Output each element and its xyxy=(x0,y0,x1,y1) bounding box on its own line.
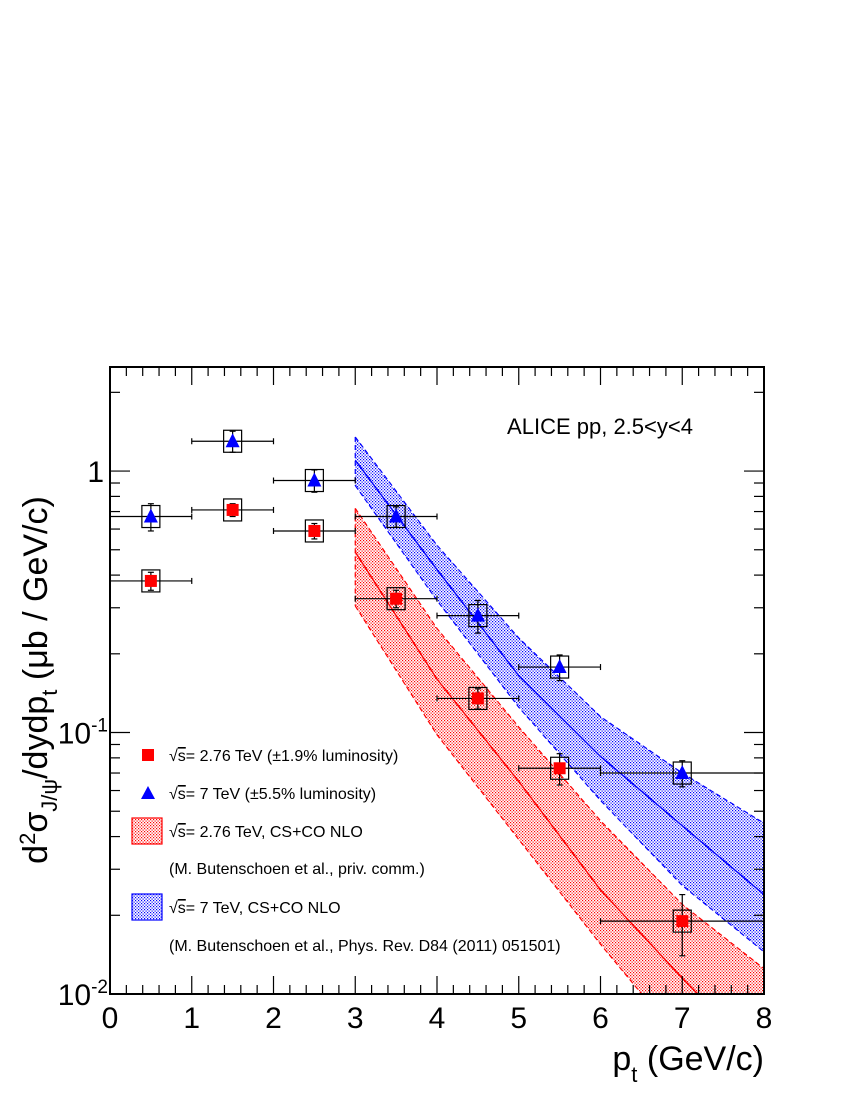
x-tick-label: 4 xyxy=(429,1002,446,1035)
systematic-box xyxy=(141,504,161,529)
x-tick-label: 3 xyxy=(347,1002,364,1035)
systematic-box xyxy=(386,504,406,529)
legend-sqrt: √ xyxy=(169,900,178,917)
y-tick-exponent: -1 xyxy=(91,716,108,737)
legend-blue-band xyxy=(131,893,163,921)
x-tick-label: 0 xyxy=(102,1002,119,1035)
legend-text: = 7 TeV (±5.5% luminosity) xyxy=(186,786,376,803)
systematic-box xyxy=(550,756,570,780)
y-label-sub2: t xyxy=(37,690,62,696)
legend-text: (M. Butenschoen et al., Phys. Rev. D84 (… xyxy=(169,938,561,955)
systematic-box xyxy=(223,429,243,453)
legend-text: (M. Butenschoen et al., priv. comm.) xyxy=(169,861,425,878)
legend: √s= 2.76 TeV (±1.9% luminosity)√s= 7 TeV… xyxy=(131,748,561,955)
legend-s: s xyxy=(178,748,186,765)
band-red-central xyxy=(354,551,699,994)
legend-entry: √s= 7 TeV, CS+CO NLO xyxy=(131,893,341,921)
x-tick-label: 7 xyxy=(674,1002,691,1035)
x-tick-label: 2 xyxy=(265,1002,282,1035)
legend-red-band xyxy=(131,817,163,845)
y-tick-label: 1 xyxy=(87,456,104,489)
data-point-square xyxy=(308,524,321,537)
band-blue xyxy=(355,436,764,952)
legend-text: = 2.76 TeV, CS+CO NLO xyxy=(186,824,363,841)
y-tick-label: 10-2 xyxy=(58,977,108,1012)
legend-s: s xyxy=(178,786,186,803)
y-tick-base: 10 xyxy=(58,718,91,751)
data-point-square xyxy=(553,762,566,775)
legend-label: √s= 2.76 TeV, CS+CO NLO xyxy=(169,824,363,841)
x-tick-label: 5 xyxy=(510,1002,527,1035)
systematic-box xyxy=(468,604,488,628)
x-label-main: p xyxy=(612,1040,631,1078)
systematic-box xyxy=(386,587,406,611)
legend-label: √s= 2.76 TeV (±1.9% luminosity) xyxy=(169,748,398,765)
data-point-square xyxy=(471,692,484,705)
x-tick-label: 8 xyxy=(756,1002,773,1035)
systematic-box xyxy=(672,909,692,933)
data-point-square xyxy=(144,574,157,587)
data-point-square xyxy=(676,915,689,928)
chart-title: ALICE pp, 2.5<y<4 xyxy=(507,414,693,439)
systematic-box xyxy=(223,498,243,522)
data-point-square xyxy=(226,503,239,516)
y-label-sup: 2 xyxy=(15,833,40,845)
systematic-box xyxy=(141,569,161,593)
data-point-triangle xyxy=(552,659,567,674)
x-label-units: (GeV/c) xyxy=(637,1040,764,1078)
legend-entry: (M. Butenschoen et al., Phys. Rev. D84 (… xyxy=(169,938,561,955)
band-red xyxy=(355,508,764,994)
systematic-box xyxy=(304,519,324,543)
legend-triangle-marker xyxy=(141,786,155,799)
legend-sqrt: √ xyxy=(169,824,178,841)
legend-s: s xyxy=(178,824,186,841)
systematic-box xyxy=(550,655,570,679)
legend-sqrt: √ xyxy=(169,786,178,803)
series-square xyxy=(109,498,765,957)
legend-label: √s= 7 TeV, CS+CO NLO xyxy=(169,900,341,917)
systematic-box xyxy=(304,468,324,493)
legend-text: = 2.76 TeV (±1.9% luminosity) xyxy=(186,748,399,765)
x-axis-label: pt (GeV/c) xyxy=(612,1040,764,1087)
legend-entry: √s= 2.76 TeV (±1.9% luminosity) xyxy=(142,748,398,765)
y-axis-label: d2σJ/ψ/dydpt (μb / GeV/c) xyxy=(15,496,62,864)
x-tick-label: 1 xyxy=(183,1002,200,1035)
data-point-square xyxy=(390,592,403,605)
legend-entry: √s= 2.76 TeV, CS+CO NLO xyxy=(131,817,363,845)
y-label-sigma: σ xyxy=(17,812,55,833)
legend-entry: √s= 7 TeV (±5.5% luminosity) xyxy=(141,786,376,803)
data-point-triangle xyxy=(143,508,158,523)
systematic-box xyxy=(468,686,488,711)
legend-square-marker xyxy=(142,749,154,761)
legend-label: √s= 7 TeV (±5.5% luminosity) xyxy=(169,786,376,803)
data-point-triangle xyxy=(389,508,404,523)
y-label-units: (μb / GeV/c) xyxy=(17,496,55,689)
data-point-triangle xyxy=(225,433,240,448)
legend-label: (M. Butenschoen et al., priv. comm.) xyxy=(169,861,425,878)
y-tick-label: 10-1 xyxy=(58,716,108,751)
data-point-triangle xyxy=(675,765,690,780)
systematic-box xyxy=(672,761,692,785)
legend-s: s xyxy=(178,900,186,917)
band-red-upper xyxy=(354,508,764,970)
y-tick-base: 1 xyxy=(87,456,104,489)
band-blue-central xyxy=(354,459,764,896)
x-label-sub: t xyxy=(631,1062,637,1087)
legend-sqrt: √ xyxy=(169,748,178,765)
legend-entry: (M. Butenschoen et al., priv. comm.) xyxy=(169,861,425,878)
x-tick-label: 6 xyxy=(592,1002,609,1035)
data-point-triangle xyxy=(307,472,322,487)
y-label-mid: /dydp xyxy=(17,696,55,779)
y-tick-base: 10 xyxy=(58,979,91,1012)
y-tick-exponent: -2 xyxy=(91,977,108,998)
y-label-sub: J/ψ xyxy=(37,779,62,812)
y-label-d: d xyxy=(17,845,55,864)
legend-label: (M. Butenschoen et al., Phys. Rev. D84 (… xyxy=(169,938,561,955)
legend-text: = 7 TeV, CS+CO NLO xyxy=(186,900,341,917)
data-point-triangle xyxy=(470,607,485,622)
series-triangle xyxy=(109,429,765,788)
